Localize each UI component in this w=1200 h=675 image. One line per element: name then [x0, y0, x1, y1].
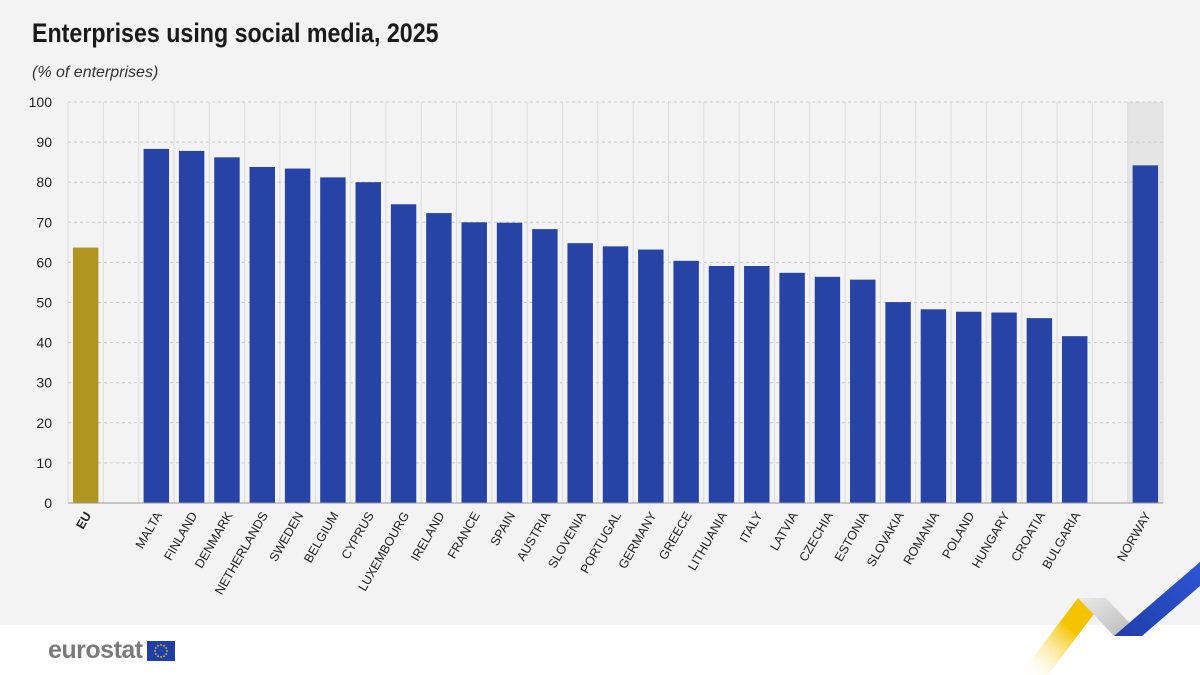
y-tick-label: 40 — [36, 335, 52, 351]
y-tick-label: 100 — [29, 94, 53, 110]
bar — [991, 312, 1017, 503]
bar — [72, 247, 99, 503]
chart-subtitle: (% of enterprises) — [32, 64, 159, 81]
bar — [602, 246, 629, 504]
eu-flag-icon — [146, 640, 175, 661]
chart-title: Enterprises using social media, 2025 — [32, 18, 439, 48]
bar — [1026, 318, 1053, 503]
bar — [390, 204, 417, 503]
flag-star — [156, 644, 159, 647]
bar — [567, 243, 593, 504]
footer — [0, 625, 1200, 675]
bar — [214, 157, 240, 503]
flag-star — [164, 652, 167, 655]
bar — [426, 213, 452, 503]
bar — [355, 182, 381, 503]
y-tick-label: 60 — [36, 254, 52, 270]
bar — [920, 309, 947, 503]
y-tick-label: 70 — [36, 214, 52, 230]
y-tick-label: 90 — [36, 134, 52, 150]
y-tick-label: 80 — [36, 174, 52, 190]
bar — [496, 222, 523, 504]
flag-star — [159, 655, 162, 658]
flag-star — [159, 643, 162, 646]
y-tick-label: 0 — [44, 495, 52, 511]
bar — [178, 150, 205, 503]
bar — [956, 311, 982, 503]
eurostat-wordmark: eurostat — [48, 636, 143, 664]
flag-star — [162, 654, 165, 657]
flag-star — [162, 644, 165, 647]
flag-star — [156, 654, 159, 657]
bar — [850, 279, 876, 503]
y-tick-label: 50 — [36, 295, 52, 311]
y-tick-label: 30 — [36, 375, 52, 391]
y-tick-label: 10 — [36, 455, 52, 471]
bar — [143, 148, 170, 504]
bar — [779, 272, 805, 503]
flag-star — [165, 649, 168, 652]
bar — [320, 177, 346, 503]
bar — [1061, 336, 1088, 503]
bar — [744, 266, 770, 503]
flag-star — [153, 649, 156, 652]
bar — [1132, 165, 1159, 503]
bar — [284, 168, 311, 504]
bar — [673, 260, 699, 503]
bar — [708, 266, 735, 503]
flag-star — [154, 652, 157, 655]
bar — [249, 166, 275, 503]
bar — [814, 276, 841, 503]
y-tick-label: 20 — [36, 415, 52, 431]
bar — [532, 229, 558, 503]
eurostat-logo: eurostat — [48, 636, 175, 665]
flag-star — [154, 646, 157, 649]
bar — [885, 302, 911, 503]
bar — [638, 249, 664, 503]
bar — [461, 222, 487, 504]
flag-star — [164, 646, 167, 649]
